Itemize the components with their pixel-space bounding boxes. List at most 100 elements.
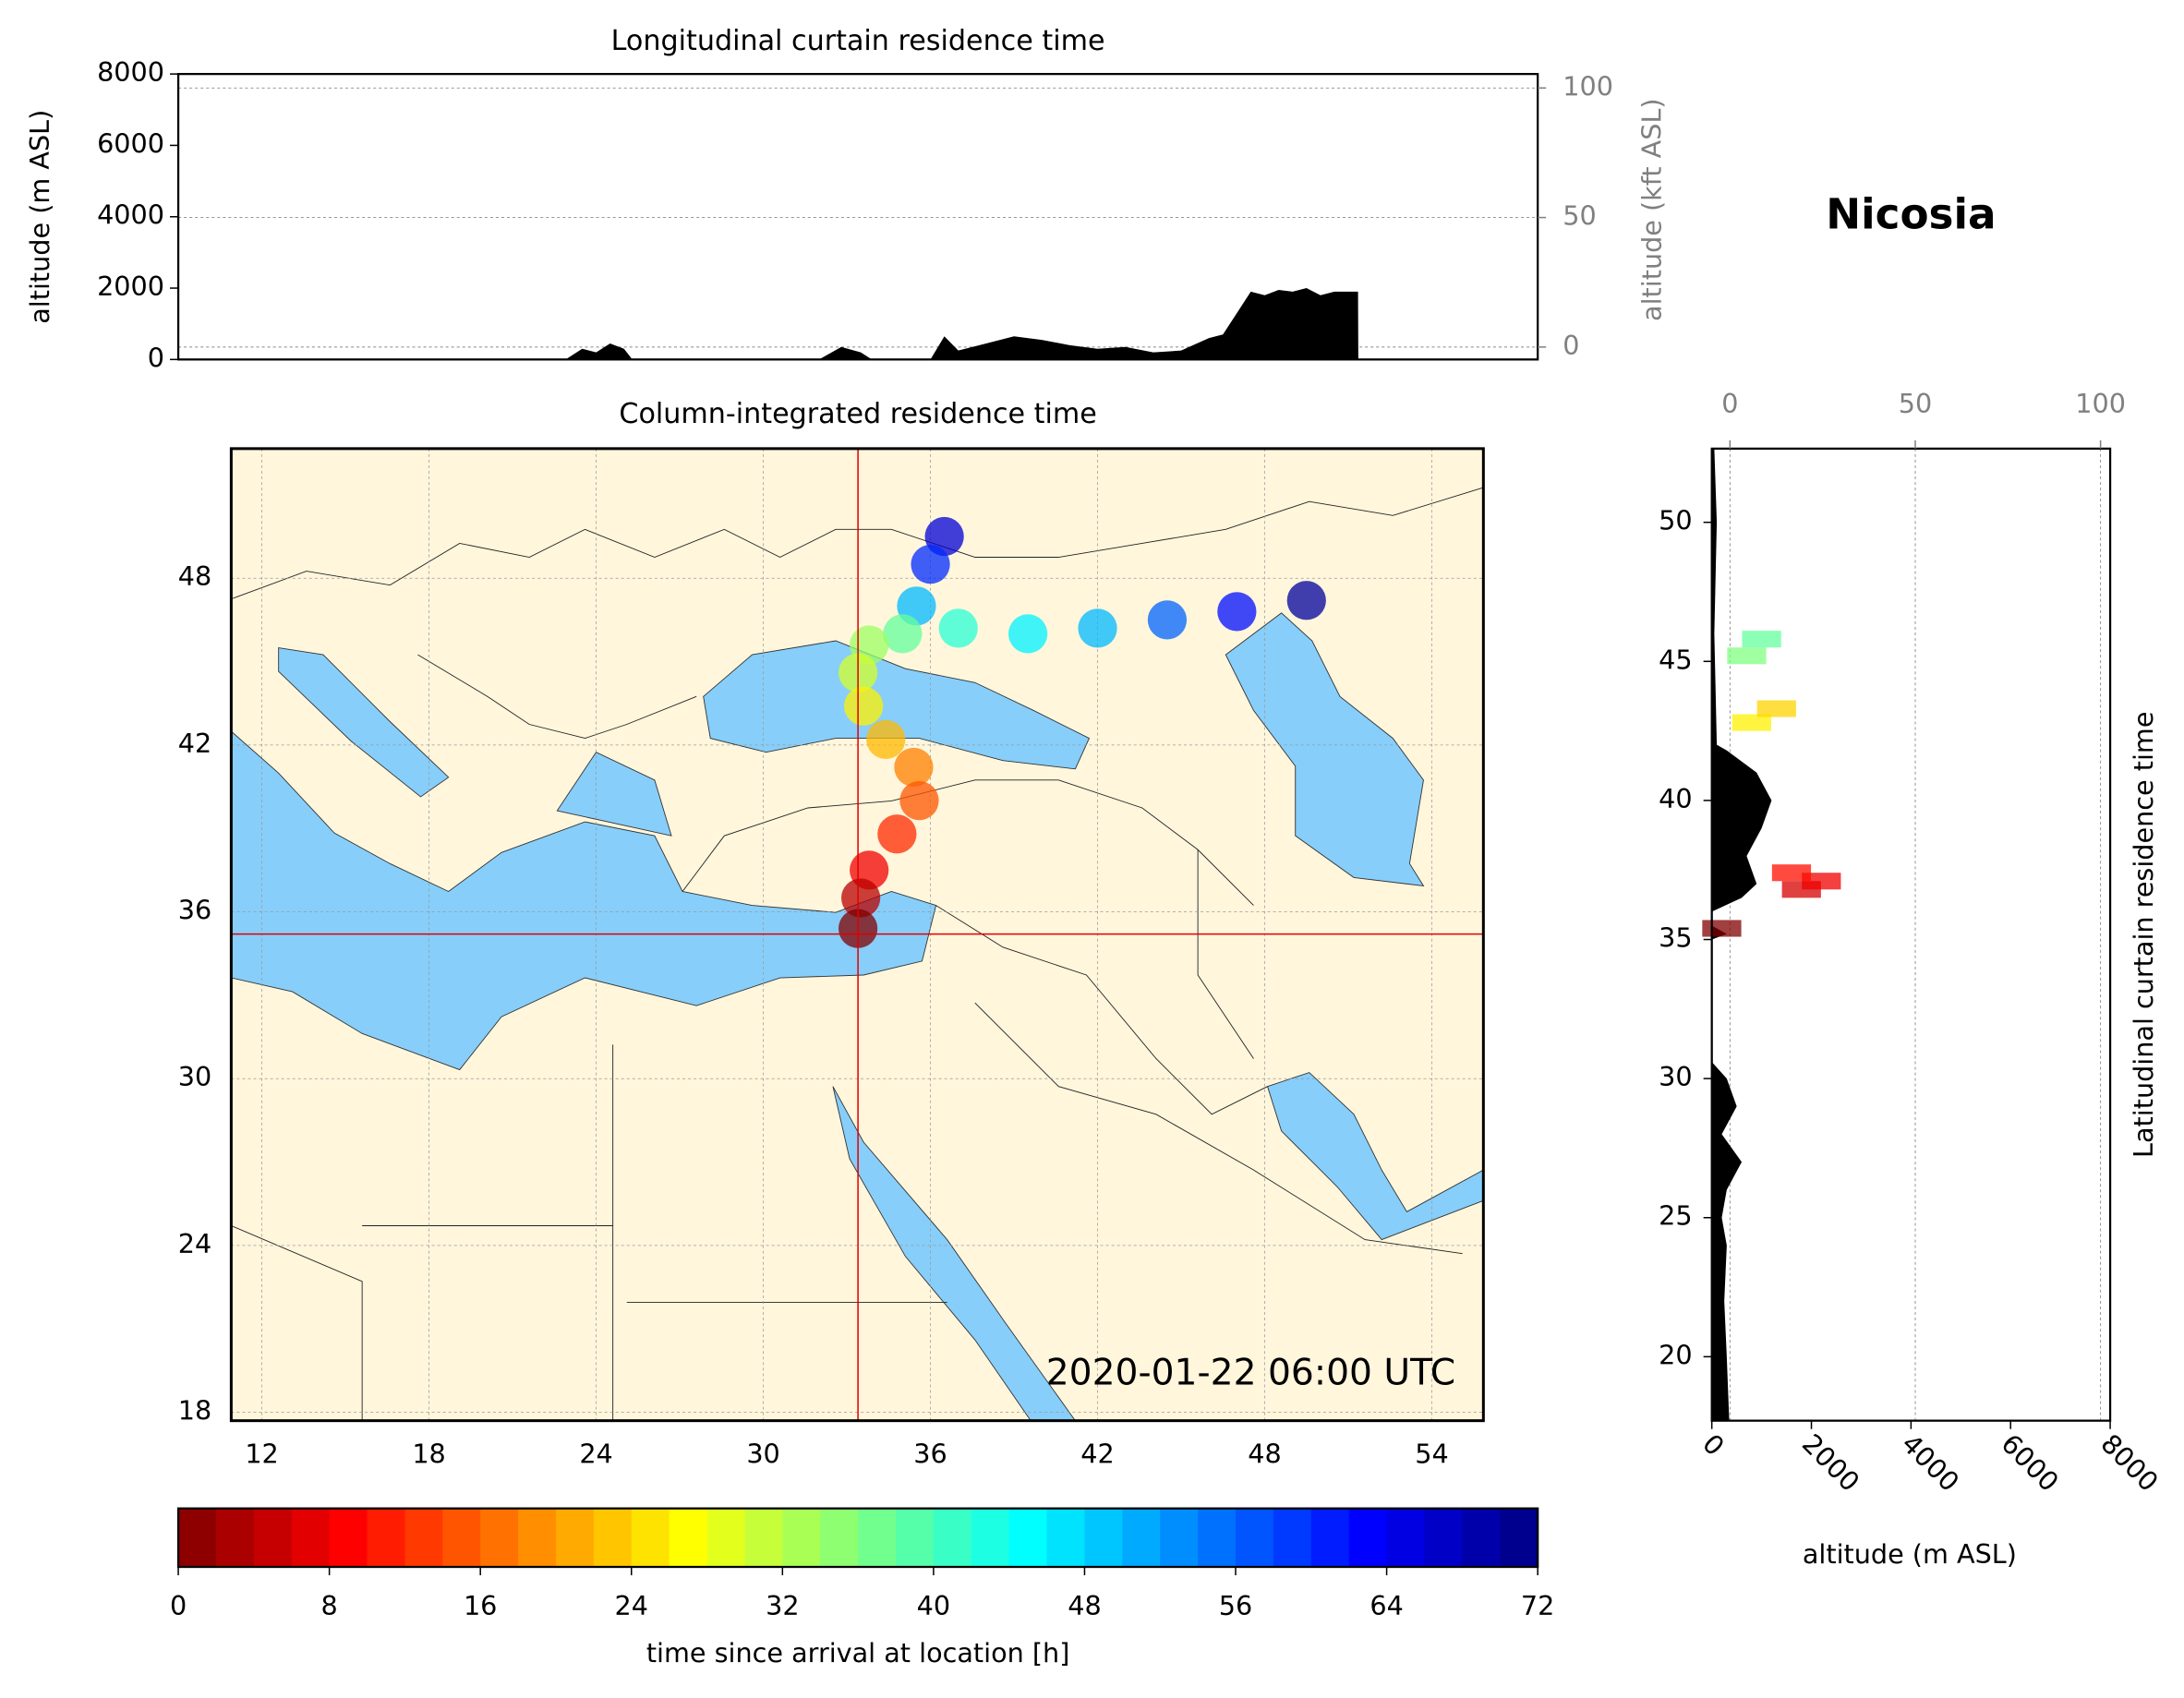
plume-profile-point — [1756, 700, 1796, 717]
y-tick-label: 30 — [178, 1061, 211, 1092]
colorbar-step — [555, 1508, 595, 1568]
plume-profile-point — [1742, 631, 1781, 648]
colorbar-step — [1008, 1508, 1048, 1568]
x2-tick-label: 100 — [2075, 388, 2126, 419]
colorbar-step — [178, 1508, 217, 1568]
colorbar-step — [329, 1508, 368, 1568]
terrain-area — [565, 288, 1358, 360]
colorbar-step — [1084, 1508, 1124, 1568]
colorbar-step — [820, 1508, 859, 1568]
y-tick-label: 36 — [178, 895, 211, 926]
x-tick-label: 48 — [1068, 1590, 1101, 1621]
y-tick-label: 30 — [1659, 1061, 1692, 1092]
colorbar-step — [1310, 1508, 1350, 1568]
plume-point — [911, 545, 950, 584]
colorbar-step — [291, 1508, 331, 1568]
plume-profile-point — [1802, 873, 1841, 890]
colorbar-step — [253, 1508, 293, 1568]
colorbar-step — [1160, 1508, 1199, 1568]
colorbar-step — [1348, 1508, 1388, 1568]
colorbar-step — [1122, 1508, 1161, 1568]
plume-profile-point — [1702, 920, 1742, 937]
x-tick-label: 8000 — [2094, 1427, 2165, 1498]
x-tick-label: 42 — [1080, 1438, 1114, 1469]
x-tick-label: 72 — [1521, 1590, 1554, 1621]
colorbar-step — [895, 1508, 935, 1568]
x-tick-label: 56 — [1219, 1590, 1252, 1621]
x-tick-label: 36 — [913, 1438, 947, 1469]
y2-axis-label: altitude (kft ASL) — [1635, 98, 1667, 321]
colorbar-step — [404, 1508, 444, 1568]
plume-point — [866, 719, 906, 759]
x-tick-label: 0 — [1696, 1427, 1731, 1462]
y2-tick-label: 100 — [1563, 70, 1613, 102]
x-tick-label: 4000 — [1896, 1427, 1966, 1498]
y2-tick-label: 50 — [1563, 200, 1596, 232]
x-axis-label: altitude (m ASL) — [1803, 1538, 2017, 1570]
colorbar-step — [1273, 1508, 1312, 1568]
colorbar-step — [442, 1508, 481, 1568]
plume-point — [1008, 614, 1048, 654]
plume-point — [938, 608, 978, 648]
terrain-area — [1711, 448, 1772, 1421]
colorbar-frame — [176, 1507, 1539, 1569]
y-tick-label: 18 — [178, 1395, 211, 1427]
chart-title: Column-integrated residence time — [619, 398, 1096, 430]
y-tick-label: 50 — [1659, 505, 1692, 536]
colorbar-step — [367, 1508, 406, 1568]
x-tick-label: 64 — [1370, 1590, 1403, 1621]
y-tick-label: 2000 — [97, 271, 164, 302]
plot-frame — [229, 447, 1485, 1423]
y-tick-label: 8000 — [97, 56, 164, 88]
colorbar-step — [518, 1508, 557, 1568]
colorbar-label: time since arrival at location [h] — [646, 1637, 1070, 1668]
plume-point — [883, 614, 923, 654]
plume-point — [877, 814, 917, 854]
plot-frame — [1710, 447, 2112, 1422]
y-tick-label: 20 — [1659, 1339, 1692, 1370]
x-tick-label: 54 — [1415, 1438, 1448, 1469]
map-overlay — [231, 448, 1484, 1421]
plume-point — [1217, 592, 1257, 632]
y-tick-label: 6000 — [97, 127, 164, 159]
colorbar-step — [480, 1508, 519, 1568]
x-tick-label: 24 — [615, 1590, 648, 1621]
colorbar-step — [1500, 1508, 1538, 1568]
x-tick-label: 24 — [579, 1438, 612, 1469]
colorbar-step — [669, 1508, 708, 1568]
colorbar-step — [215, 1508, 255, 1568]
x-tick-label: 32 — [766, 1590, 799, 1621]
colorbar-step — [782, 1508, 821, 1568]
plume-point — [1078, 608, 1117, 648]
plume-profile-point — [1771, 864, 1812, 882]
colorbar-step — [933, 1508, 972, 1568]
x-tick-label: 6000 — [1996, 1427, 2066, 1498]
plume-point — [894, 747, 934, 788]
colorbar-step — [1424, 1508, 1464, 1568]
colorbar-step — [1462, 1508, 1502, 1568]
colorbar-step — [631, 1508, 670, 1568]
plume-profile-point — [1732, 714, 1771, 731]
y-tick-label: 48 — [178, 560, 211, 592]
colorbar-step — [593, 1508, 633, 1568]
y-tick-label: 42 — [178, 728, 211, 759]
y-axis-label: Latitudinal curtain residence time — [2128, 712, 2159, 1158]
location-title: Nicosia — [1826, 189, 1996, 238]
plume-point — [899, 780, 939, 821]
x2-tick-label: 0 — [1721, 388, 1738, 419]
plume-point — [844, 686, 884, 726]
colorbar-step — [971, 1508, 1010, 1568]
timestamp: 2020-01-22 06:00 UTC — [1046, 1352, 1455, 1393]
y-tick-label: 24 — [178, 1228, 211, 1259]
x-tick-label: 0 — [170, 1590, 187, 1621]
colorbar-step — [1046, 1508, 1086, 1568]
x-tick-label: 18 — [412, 1438, 445, 1469]
y-tick-label: 0 — [148, 342, 164, 373]
plume-point — [1147, 600, 1188, 640]
colorbar-step — [1236, 1508, 1274, 1568]
y-tick-label: 45 — [1659, 644, 1692, 675]
x-tick-label: 8 — [321, 1590, 338, 1621]
y-tick-label: 4000 — [97, 199, 164, 231]
y-tick-label: 40 — [1659, 783, 1692, 814]
